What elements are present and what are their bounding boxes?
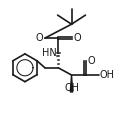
Polygon shape — [70, 75, 73, 92]
Text: O: O — [73, 33, 81, 43]
Text: OH: OH — [100, 70, 115, 80]
Text: O: O — [87, 56, 95, 65]
Text: OH: OH — [64, 83, 79, 93]
Text: HN: HN — [42, 48, 56, 58]
Text: O: O — [35, 33, 43, 43]
